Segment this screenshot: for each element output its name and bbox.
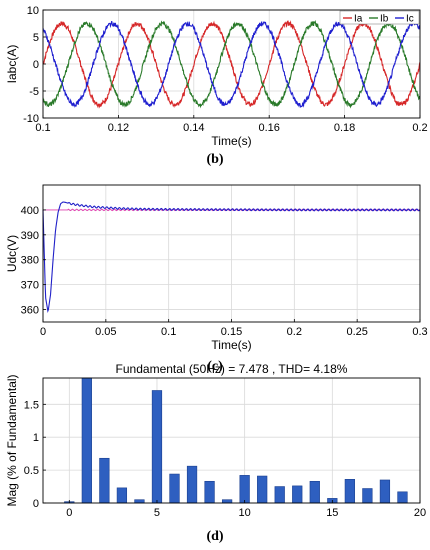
x-tick-label: 0.15 (221, 326, 242, 338)
x-tick-label: 0.3 (412, 326, 427, 338)
y-tick-label: 400 (21, 205, 39, 217)
bar-16 (344, 479, 355, 504)
bar-9 (221, 499, 233, 504)
x-tick-label: 0.18 (334, 122, 355, 134)
x-tick-label: 0 (66, 507, 72, 519)
series-line-Ia (43, 20, 420, 109)
bar-4 (134, 499, 145, 504)
x-tick-label: 0.12 (108, 122, 129, 134)
udc-line (42, 201, 421, 314)
y-axis-label: Mag (% of Fundamental) (5, 374, 19, 506)
y-tick-label: 5 (33, 32, 39, 44)
x-tick-label: 0.1 (161, 326, 176, 338)
y-tick-label: 1.5 (24, 399, 39, 411)
y-tick-label: 0 (33, 59, 39, 71)
bar-12 (274, 486, 285, 504)
y-tick-label: 360 (21, 305, 39, 317)
series-line-Ib (43, 19, 420, 109)
legend-entry: Ia (354, 14, 363, 25)
legend-entry: Ib (380, 14, 389, 25)
chart-panel-b: 0.1 0.12 0.14 0.16 0.18 0.2 -10 -5 0 5 10 Time(s) Ia… (5, 5, 428, 148)
y-axis-label: Udc(V) (5, 235, 19, 272)
y-tick-label: 380 (21, 255, 39, 267)
bar-13 (292, 485, 303, 504)
legend-box (339, 10, 420, 25)
x-tick-label: 0.05 (95, 326, 116, 338)
bar-18 (379, 479, 391, 504)
x-tick-label: 10 (239, 507, 251, 519)
y-tick-label: 0 (33, 498, 39, 510)
bar-2 (99, 457, 110, 504)
legend: Ia Ib Ic (339, 10, 420, 25)
x-axis-label: Time(s) (211, 134, 251, 148)
y-tick-label: 10 (27, 5, 39, 17)
x-tick-label: 0.2 (412, 122, 427, 134)
x-tick-label: 0.1 (35, 122, 50, 134)
x-tick-label: 0.14 (183, 122, 204, 134)
bar-17 (362, 488, 373, 504)
series-line-Ic (43, 20, 420, 109)
y-tick-label: -5 (29, 86, 39, 98)
plot-frame (42, 377, 421, 504)
y-tick-label: -10 (23, 113, 39, 125)
x-axis-label: Time(s) (211, 338, 251, 352)
caption-d: (d) (206, 529, 223, 544)
x-tick-label: 20 (414, 507, 426, 519)
chart-title: Fundamental (50Hz) = 7.478 , THD= 4.18% (116, 362, 348, 376)
y-tick-label: 370 (21, 280, 39, 292)
bar-14 (309, 480, 320, 504)
x-tick-label: 0.2 (287, 326, 302, 338)
x-tick-label: 15 (326, 507, 338, 519)
bar-5 (151, 390, 163, 504)
y-tick-label: 1 (33, 432, 39, 444)
bar-6 (169, 473, 180, 504)
x-tick-label: 5 (154, 507, 160, 519)
x-tick-label: 0 (40, 326, 46, 338)
legend-entry: Ic (406, 14, 414, 25)
bar-19 (397, 491, 408, 504)
caption-b: (b) (206, 152, 223, 167)
caption-c: (c) (207, 359, 223, 374)
y-tick-label: 390 (21, 230, 39, 242)
chart-panel-c: 0 0.05 0.1 0.15 0.2 0.25 0.3 360 370 380 390 400 Tim… (5, 184, 428, 352)
y-axis-label: Iabc(A) (5, 45, 19, 84)
x-tick-label: 0.16 (258, 122, 279, 134)
bar-1 (81, 377, 92, 504)
plot-frame (42, 9, 421, 119)
bar-11 (257, 475, 268, 504)
bar-10 (239, 475, 250, 504)
bar-7 (186, 465, 198, 504)
y-tick-label: 0.5 (24, 465, 39, 477)
bar-3 (116, 487, 128, 504)
chart-panel-d: 0 5 10 15 20 0 0.5 1 1.5 Mag (% of Fundamental) Fu… (5, 362, 426, 519)
x-tick-label: 0.25 (346, 326, 367, 338)
plot-frame (42, 184, 421, 323)
bar-8 (204, 480, 215, 504)
